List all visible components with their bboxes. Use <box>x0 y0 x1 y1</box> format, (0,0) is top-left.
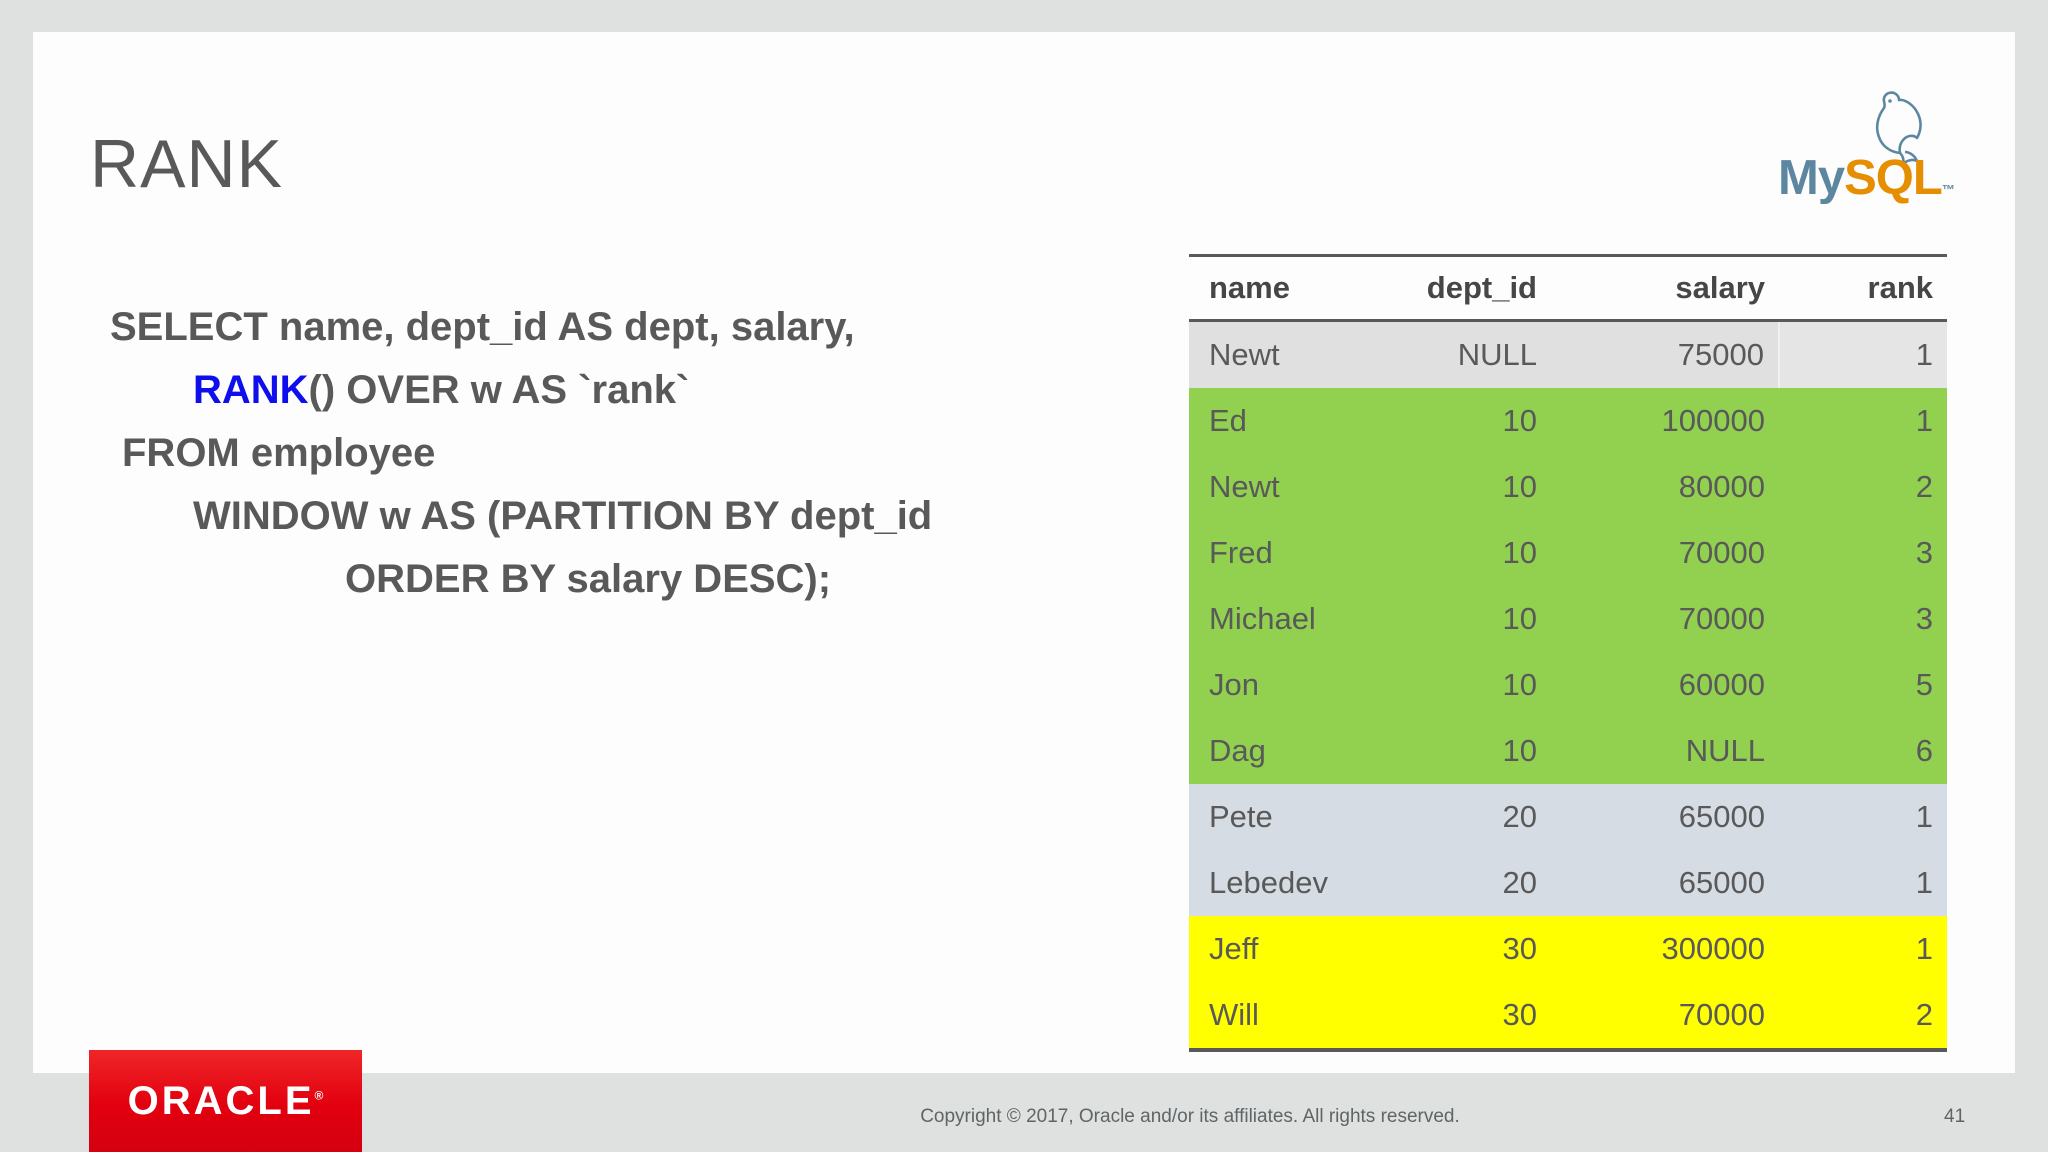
cell-dept_id: 20 <box>1425 850 1551 916</box>
cell-dept_id: 10 <box>1425 454 1551 520</box>
code-line: WINDOW w AS (PARTITION BY dept_id <box>110 485 932 548</box>
copyright-text: Copyright © 2017, Oracle and/or its affi… <box>920 1106 1460 1127</box>
code-text: ORDER BY salary DESC); <box>345 557 832 601</box>
cell-name: Fred <box>1189 520 1425 586</box>
rank-result-table: name dept_id salary rank Newt NULL 75000 1 Ed 10… <box>1189 254 1947 1052</box>
table-row: Pete 20 65000 1 <box>1189 784 1947 850</box>
code-line: FROM employee <box>110 422 932 485</box>
cell-rank: 1 <box>1779 850 1947 916</box>
cell-rank: 1 <box>1778 320 1947 388</box>
cell-name: Newt <box>1189 320 1425 388</box>
cell-rank: 3 <box>1779 520 1947 586</box>
cell-rank: 2 <box>1779 454 1947 520</box>
oracle-logo: ORACLE® <box>89 1050 362 1152</box>
cell-salary: 70000 <box>1551 982 1779 1050</box>
table-row: Ed 10 100000 1 <box>1189 388 1947 454</box>
mysql-dolphin-icon <box>1875 91 1922 166</box>
cell-name: Michael <box>1189 586 1425 652</box>
cell-salary: 300000 <box>1551 916 1779 982</box>
cell-dept_id: 30 <box>1425 916 1551 982</box>
table-row: Will 30 70000 2 <box>1189 982 1947 1050</box>
cell-rank: 2 <box>1779 982 1947 1050</box>
table-row: Jon 10 60000 5 <box>1189 652 1947 718</box>
mysql-wordmark-sql: SQL <box>1844 151 1943 205</box>
table-row: Lebedev 20 65000 1 <box>1189 850 1947 916</box>
cell-salary: 75000 <box>1551 320 1779 388</box>
table-header-row: name dept_id salary rank <box>1189 255 1947 322</box>
table-row: Fred 10 70000 3 <box>1189 520 1947 586</box>
cell-dept_id: 10 <box>1425 652 1551 718</box>
oracle-registered-mark: ® <box>314 1088 324 1103</box>
cell-rank: 1 <box>1779 784 1947 850</box>
mysql-wordmark: MySQL™ <box>1778 151 1955 205</box>
cell-name: Pete <box>1189 784 1425 850</box>
cell-name: Jeff <box>1189 916 1425 982</box>
slide-canvas: RANK MySQL™ SELECT name, dept_id AS dept… <box>33 32 2015 1073</box>
cell-rank: 5 <box>1779 652 1947 718</box>
cell-dept_id: 10 <box>1425 520 1551 586</box>
column-header-name: name <box>1189 255 1425 322</box>
mysql-logo: MySQL™ <box>1778 88 1998 230</box>
cell-salary: NULL <box>1551 718 1779 784</box>
cell-rank: 1 <box>1779 916 1947 982</box>
cell-rank: 1 <box>1779 388 1947 454</box>
cell-salary: 70000 <box>1551 586 1779 652</box>
cell-dept_id: NULL <box>1425 320 1551 388</box>
oracle-wordmark: ORACLE® <box>128 1081 324 1121</box>
page-title: RANK <box>90 126 283 202</box>
cell-dept_id: 10 <box>1425 388 1551 454</box>
cell-name: Will <box>1189 982 1425 1050</box>
cell-dept_id: 10 <box>1425 718 1551 784</box>
cell-salary: 65000 <box>1551 850 1779 916</box>
cell-salary: 100000 <box>1551 388 1779 454</box>
column-header-rank: rank <box>1779 255 1947 322</box>
column-header-dept_id: dept_id <box>1425 255 1551 322</box>
cell-name: Newt <box>1189 454 1425 520</box>
sql-code: SELECT name, dept_id AS dept, salary, RAN… <box>110 296 932 611</box>
code-line: RANK() OVER w AS `rank` <box>110 359 932 422</box>
table-row: Newt 10 80000 2 <box>1189 454 1947 520</box>
table-row: Dag 10 NULL 6 <box>1189 718 1947 784</box>
rank-keyword: RANK <box>193 368 309 412</box>
mysql-wordmark-my: My <box>1778 151 1845 205</box>
cell-salary: 70000 <box>1551 520 1779 586</box>
cell-dept_id: 30 <box>1425 982 1551 1050</box>
cell-name: Dag <box>1189 718 1425 784</box>
table-row: Michael 10 70000 3 <box>1189 586 1947 652</box>
table-row: Newt NULL 75000 1 <box>1189 320 1947 388</box>
page-number: 41 <box>1944 1106 1966 1127</box>
code-text: FROM employee <box>122 431 436 475</box>
code-line: ORDER BY salary DESC); <box>110 548 932 611</box>
table-row: Jeff 30 300000 1 <box>1189 916 1947 982</box>
oracle-wordmark-text: ORACLE <box>127 1079 315 1123</box>
cell-salary: 65000 <box>1551 784 1779 850</box>
code-text: WINDOW w AS (PARTITION BY dept_id <box>193 494 933 538</box>
cell-name: Jon <box>1189 652 1425 718</box>
cell-rank: 6 <box>1779 718 1947 784</box>
cell-rank: 3 <box>1779 586 1947 652</box>
column-header-salary: salary <box>1551 255 1779 322</box>
cell-salary: 80000 <box>1551 454 1779 520</box>
code-text: SELECT name, dept_id AS dept, salary, <box>110 305 855 349</box>
code-text: () OVER w AS `rank` <box>308 368 690 412</box>
cell-dept_id: 10 <box>1425 586 1551 652</box>
cell-name: Lebedev <box>1189 850 1425 916</box>
cell-salary: 60000 <box>1551 652 1779 718</box>
mysql-trademark: ™ <box>1941 182 1955 197</box>
code-line: SELECT name, dept_id AS dept, salary, <box>110 296 932 359</box>
cell-name: Ed <box>1189 388 1425 454</box>
cell-dept_id: 20 <box>1425 784 1551 850</box>
